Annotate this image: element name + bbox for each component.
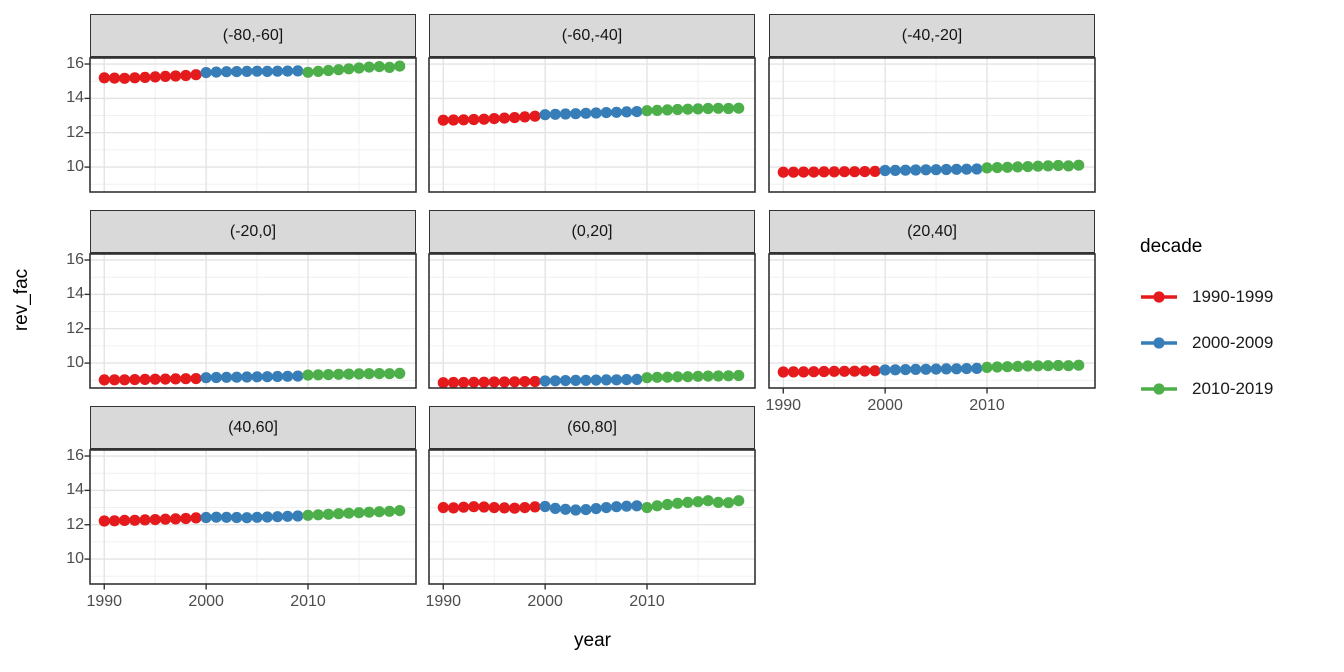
facet-(-20,0]: (-20,0]: [84, 210, 417, 389]
facet-(-80,-60]: (-80,-60]: [84, 14, 417, 193]
facet-panel: [84, 449, 417, 590]
points-group: [777, 359, 1085, 378]
y-tick-label: 10: [66, 158, 84, 176]
x-tick-label: 2010: [969, 397, 1005, 414]
legend-label: 2010-2019: [1192, 379, 1274, 398]
legend-items: 1990-1999 2000-2009 2010-2019: [1140, 286, 1340, 400]
facet-strip-label: (-60,-40]: [429, 14, 755, 58]
y-tick-label: 16: [66, 55, 84, 72]
facet-strip-label: (60,80]: [429, 406, 755, 450]
facet-panel: [768, 253, 1096, 394]
y-tick-label: 16: [66, 251, 84, 268]
legend-title: decade: [1140, 236, 1203, 257]
legend-key-icon: [1141, 291, 1177, 303]
y-tick-label: 10: [66, 354, 84, 372]
y-tick-label: 12: [66, 319, 84, 337]
legend: decade 1990-1999 2000-2009 2010-2019: [1140, 236, 1340, 424]
legend-item-2010-2019: 2010-2019: [1140, 378, 1340, 400]
facet-panel: [428, 57, 756, 193]
x-axis-title: year: [574, 630, 611, 651]
points-group: [437, 495, 745, 516]
facet-(20,40]: (20,40]: [768, 210, 1096, 394]
facet-panel: [84, 57, 417, 193]
facet-panel: [84, 253, 417, 389]
facet-strip-label: (40,60]: [90, 406, 416, 450]
facet-(0,20]: (0,20]: [428, 210, 756, 389]
legend-label: 1990-1999: [1192, 287, 1274, 306]
x-tick-label: 2000: [188, 593, 224, 610]
x-tick-label: 1990: [425, 593, 462, 610]
x-tick-label: 2000: [527, 593, 563, 610]
x-tick-label: 2010: [629, 593, 665, 610]
facet-panel: [428, 449, 756, 590]
x-tick-label: 2010: [290, 593, 326, 610]
x-tick-label: 1990: [765, 397, 802, 414]
facet-strip-label: (-40,-20]: [769, 14, 1095, 58]
legend-label: 2000-2009: [1192, 333, 1274, 352]
facet-(60,80]: (60,80]: [428, 406, 756, 590]
points-group: [777, 159, 1085, 178]
facet-strip-label: (-20,0]: [90, 210, 416, 254]
facet-strip-label: (20,40]: [769, 210, 1095, 254]
y-tick-label: 14: [66, 89, 84, 107]
points-group: [437, 102, 745, 126]
facet-(-60,-40]: (-60,-40]: [428, 14, 756, 193]
y-axis-title: rev_fac: [11, 268, 32, 332]
points-group: [98, 505, 406, 527]
facet-(-40,-20]: (-40,-20]: [768, 14, 1096, 193]
legend-key-icon: [1141, 383, 1177, 395]
x-tick-label: 1990: [86, 593, 123, 610]
x-tick-label: 2000: [867, 397, 903, 414]
legend-item-1990-1999: 1990-1999: [1140, 286, 1340, 308]
points-group: [98, 60, 406, 84]
y-tick-label: 14: [66, 285, 84, 303]
y-tick-label: 14: [66, 481, 84, 499]
y-tick-label: 12: [66, 515, 84, 533]
y-tick-label: 10: [66, 550, 84, 568]
facet-strip-label: (0,20]: [429, 210, 755, 254]
facet-strip-label: (-80,-60]: [90, 14, 416, 58]
legend-item-2000-2009: 2000-2009: [1140, 332, 1340, 354]
y-tick-label: 16: [66, 447, 84, 464]
facet-(40,60]: (40,60]: [84, 406, 417, 590]
facet-panel: [428, 253, 756, 389]
legend-key-icon: [1141, 337, 1177, 349]
facet-panel: [768, 57, 1096, 193]
y-tick-label: 12: [66, 123, 84, 141]
points-group: [437, 369, 745, 389]
points-group: [98, 367, 406, 386]
